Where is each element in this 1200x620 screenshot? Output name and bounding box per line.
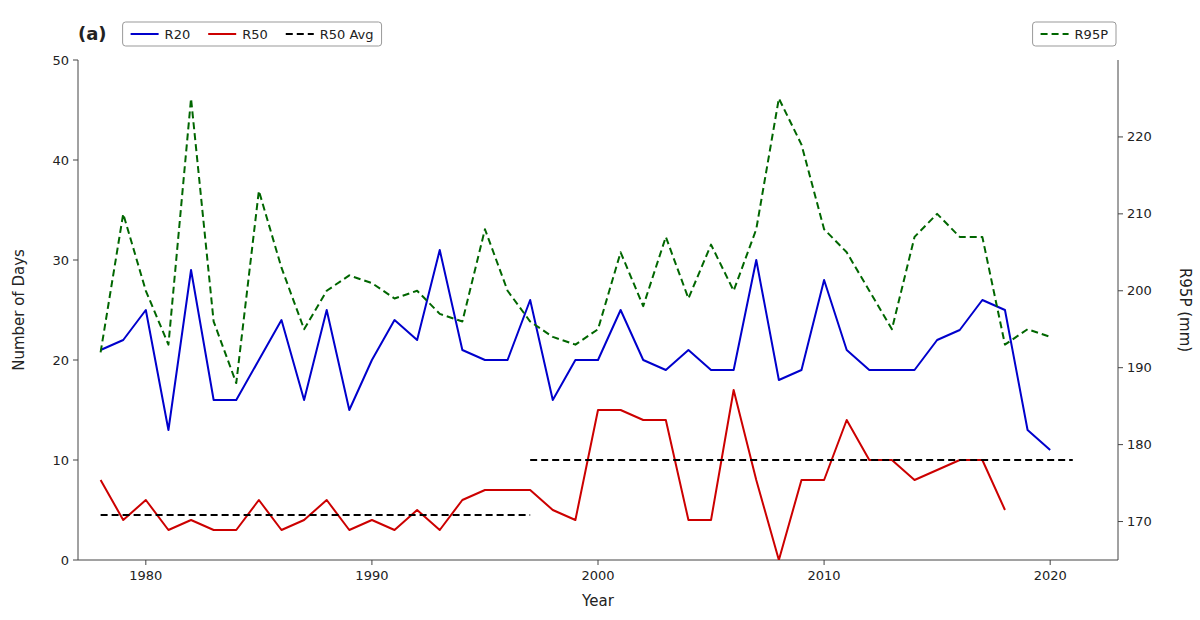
legend-frame bbox=[1033, 22, 1116, 46]
y2-tick-label: 210 bbox=[1127, 206, 1152, 221]
legend-label: R95P bbox=[1075, 27, 1109, 42]
x-tick-label: 2000 bbox=[581, 568, 614, 583]
x-tick bbox=[371, 560, 372, 565]
y2-tick bbox=[1118, 444, 1123, 445]
legend-y2: R95P bbox=[1033, 22, 1116, 46]
y2-tick-label: 200 bbox=[1127, 283, 1152, 298]
axes: 1980 1990 2000 2010 2020 0 10 20 30 40 50 170 180 190… bbox=[52, 53, 1151, 584]
y2-tick bbox=[1118, 290, 1123, 291]
legend-swatch bbox=[208, 33, 236, 35]
y-tick-label: 40 bbox=[52, 153, 69, 168]
y2-tick bbox=[1118, 136, 1123, 137]
y2-axis-line bbox=[1118, 60, 1119, 560]
legend-label: R50 Avg bbox=[320, 27, 374, 42]
legend: R20 R50 R50 Avg bbox=[123, 22, 382, 46]
x-tick-label: 1980 bbox=[129, 568, 162, 583]
x-tick-label: 1990 bbox=[355, 568, 388, 583]
series-line bbox=[101, 390, 1005, 560]
legend-item: R50 Avg bbox=[286, 27, 374, 42]
y-tick bbox=[73, 60, 78, 61]
legend-swatch bbox=[131, 33, 159, 35]
y-tick bbox=[73, 460, 78, 461]
y2-tick-label: 190 bbox=[1127, 360, 1152, 375]
legend-item: R50 bbox=[208, 27, 268, 42]
legend-swatch bbox=[286, 33, 314, 35]
y-tick bbox=[73, 160, 78, 161]
legend-label: R50 bbox=[242, 27, 268, 42]
y-tick-label: 0 bbox=[61, 553, 69, 568]
series-line bbox=[101, 98, 1051, 383]
legend-label: R20 bbox=[165, 27, 191, 42]
x-tick-label: 2020 bbox=[1034, 568, 1067, 583]
y-axis-label: Number of Days bbox=[10, 249, 28, 371]
x-tick bbox=[1050, 560, 1051, 565]
chart: 1980 1990 2000 2010 2020 0 10 20 30 40 50 170 180 190… bbox=[0, 0, 1200, 620]
legend-frame bbox=[123, 22, 382, 46]
x-tick bbox=[598, 560, 599, 565]
legend-item: R95P bbox=[1041, 27, 1109, 42]
plot-area bbox=[101, 98, 1073, 560]
y-axis-line bbox=[78, 60, 79, 560]
y2-tick-label: 170 bbox=[1127, 514, 1152, 529]
x-axis-label: Year bbox=[581, 592, 615, 610]
y2-tick bbox=[1118, 213, 1123, 214]
legend-swatch bbox=[1041, 33, 1069, 35]
x-tick-label: 2010 bbox=[808, 568, 841, 583]
y-tick-label: 30 bbox=[52, 253, 69, 268]
y-tick-label: 20 bbox=[52, 353, 69, 368]
series-line bbox=[101, 250, 1051, 450]
y2-tick-label: 180 bbox=[1127, 437, 1152, 452]
title: (a) bbox=[78, 23, 107, 44]
y2-tick bbox=[1118, 367, 1123, 368]
y2-axis-label: R95P (mm) bbox=[1176, 268, 1194, 352]
y-tick bbox=[73, 560, 78, 561]
series-line bbox=[530, 459, 1073, 461]
y-tick-label: 10 bbox=[52, 453, 69, 468]
x-tick bbox=[824, 560, 825, 565]
background bbox=[0, 0, 1200, 620]
y2-tick-label: 220 bbox=[1127, 129, 1152, 144]
y-tick bbox=[73, 260, 78, 261]
y-tick bbox=[73, 360, 78, 361]
y-tick-label: 50 bbox=[52, 53, 69, 68]
y2-tick bbox=[1118, 521, 1123, 522]
legend-item: R20 bbox=[131, 27, 191, 42]
series-line bbox=[101, 514, 531, 516]
x-tick bbox=[145, 560, 146, 565]
